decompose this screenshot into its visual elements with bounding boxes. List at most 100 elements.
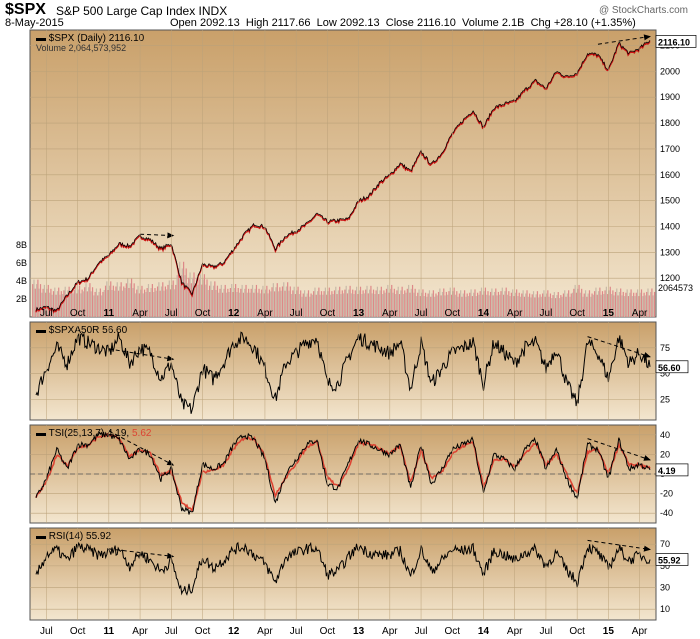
volume-bar bbox=[614, 291, 617, 317]
volume-bar bbox=[476, 292, 479, 317]
x-tick-label: Jul bbox=[290, 308, 303, 319]
volume-bar bbox=[49, 292, 51, 317]
y-tick-label: 1500 bbox=[660, 196, 680, 206]
volume-bar bbox=[150, 288, 152, 317]
last-value-label: 56.60 bbox=[658, 363, 681, 373]
volume-bar bbox=[129, 283, 131, 317]
x-tick-label: 13 bbox=[353, 626, 365, 637]
volume-bar bbox=[111, 290, 113, 317]
volume-bar bbox=[517, 296, 519, 317]
volume-bar bbox=[93, 295, 95, 317]
x-tick-label: Apr bbox=[507, 626, 523, 637]
panel-background bbox=[29, 321, 657, 421]
last-value-label: 55.92 bbox=[658, 555, 681, 565]
volume-bar bbox=[37, 279, 39, 317]
volume-bar bbox=[627, 296, 630, 317]
volume-bar bbox=[143, 289, 146, 317]
volume-bar bbox=[231, 284, 233, 317]
volume-bar bbox=[557, 292, 559, 317]
volume-bar bbox=[644, 295, 646, 317]
x-tick-label: Oct bbox=[195, 308, 211, 319]
volume-bar bbox=[560, 295, 562, 317]
volume-bar bbox=[186, 283, 189, 317]
volume-bar bbox=[301, 296, 303, 317]
volume-bar bbox=[487, 291, 489, 317]
volume-bar bbox=[366, 285, 368, 317]
volume-bar bbox=[521, 293, 523, 317]
volume-bar bbox=[225, 292, 228, 317]
volume-bar bbox=[250, 288, 252, 317]
volume-tick-label: 4B bbox=[16, 276, 27, 286]
volume-bar bbox=[154, 288, 156, 317]
volume-bar bbox=[155, 290, 157, 317]
volume-bar bbox=[486, 294, 488, 317]
open-label: Open bbox=[170, 17, 197, 29]
volume-bar bbox=[596, 294, 598, 317]
volume-bar bbox=[285, 286, 287, 317]
volume-bar bbox=[261, 289, 263, 317]
volume-bar bbox=[516, 289, 518, 317]
volume-bar bbox=[76, 293, 78, 317]
volume-bar bbox=[136, 289, 138, 317]
last-value-box bbox=[655, 463, 689, 477]
volume-bar bbox=[33, 279, 35, 317]
x-tick-label: Jul bbox=[165, 308, 178, 319]
x-tick-label: Jul bbox=[290, 626, 303, 637]
volume-bar bbox=[371, 293, 373, 317]
volume-bar bbox=[579, 292, 581, 317]
volume-bar bbox=[151, 284, 153, 317]
volume-bar bbox=[193, 272, 195, 317]
volume-bar bbox=[432, 290, 434, 317]
last-value-label: 4.19 bbox=[658, 466, 676, 476]
volume-bar bbox=[543, 290, 545, 317]
y-tick-label: 25 bbox=[660, 394, 670, 404]
volume-bar bbox=[558, 298, 561, 317]
volume-bar bbox=[356, 286, 358, 317]
volume-bar bbox=[418, 289, 420, 317]
volume-bar bbox=[255, 284, 258, 317]
y-tick-label: 40 bbox=[660, 430, 670, 440]
volume-bar bbox=[544, 296, 546, 317]
volume-bar bbox=[262, 285, 264, 317]
volume-bar bbox=[633, 292, 635, 317]
y-tick-label: 1900 bbox=[660, 92, 680, 102]
x-tick-label: Apr bbox=[507, 308, 523, 319]
volume-bar bbox=[82, 291, 85, 317]
volume-bar bbox=[608, 290, 610, 317]
volume-bar bbox=[436, 295, 438, 317]
volume-bar bbox=[444, 295, 446, 317]
volume-bar bbox=[643, 292, 645, 317]
volume-bar bbox=[117, 290, 120, 317]
close-label: Close bbox=[385, 17, 414, 29]
volume-bar bbox=[391, 284, 393, 317]
quote-date: 8-May-2015 bbox=[5, 17, 64, 29]
volume-bar bbox=[592, 294, 594, 317]
volume-bar bbox=[69, 294, 72, 317]
volume-bar bbox=[629, 292, 631, 317]
volume-bar bbox=[463, 290, 466, 317]
ohlc-summary: Open 2092.13 High 2117.66 Low 2092.13 Cl… bbox=[170, 17, 636, 29]
volume-bar bbox=[142, 293, 144, 317]
volume-bar bbox=[184, 275, 186, 317]
panel-background bbox=[29, 29, 657, 318]
last-value-box bbox=[655, 35, 697, 48]
volume-bar bbox=[505, 287, 507, 317]
high-label: High bbox=[245, 17, 269, 29]
indicator-legend: ▬ RSI(14) 55.92 bbox=[36, 531, 111, 542]
volume-bar bbox=[400, 290, 402, 317]
volume-bar bbox=[551, 298, 553, 317]
volume-bar bbox=[214, 281, 216, 317]
volume-bar bbox=[119, 286, 121, 317]
indicator-line bbox=[35, 431, 651, 515]
volume-bar bbox=[185, 268, 187, 317]
x-tick-label: Oct bbox=[444, 308, 460, 319]
volume-bar bbox=[357, 294, 359, 317]
volume-bar bbox=[68, 286, 70, 317]
volume-bar bbox=[652, 295, 654, 317]
volume-bar bbox=[116, 282, 118, 317]
volume-bar bbox=[626, 289, 628, 317]
volume-bar bbox=[457, 296, 459, 317]
x-tick-label: Oct bbox=[569, 626, 585, 637]
volume-bar bbox=[428, 290, 431, 317]
